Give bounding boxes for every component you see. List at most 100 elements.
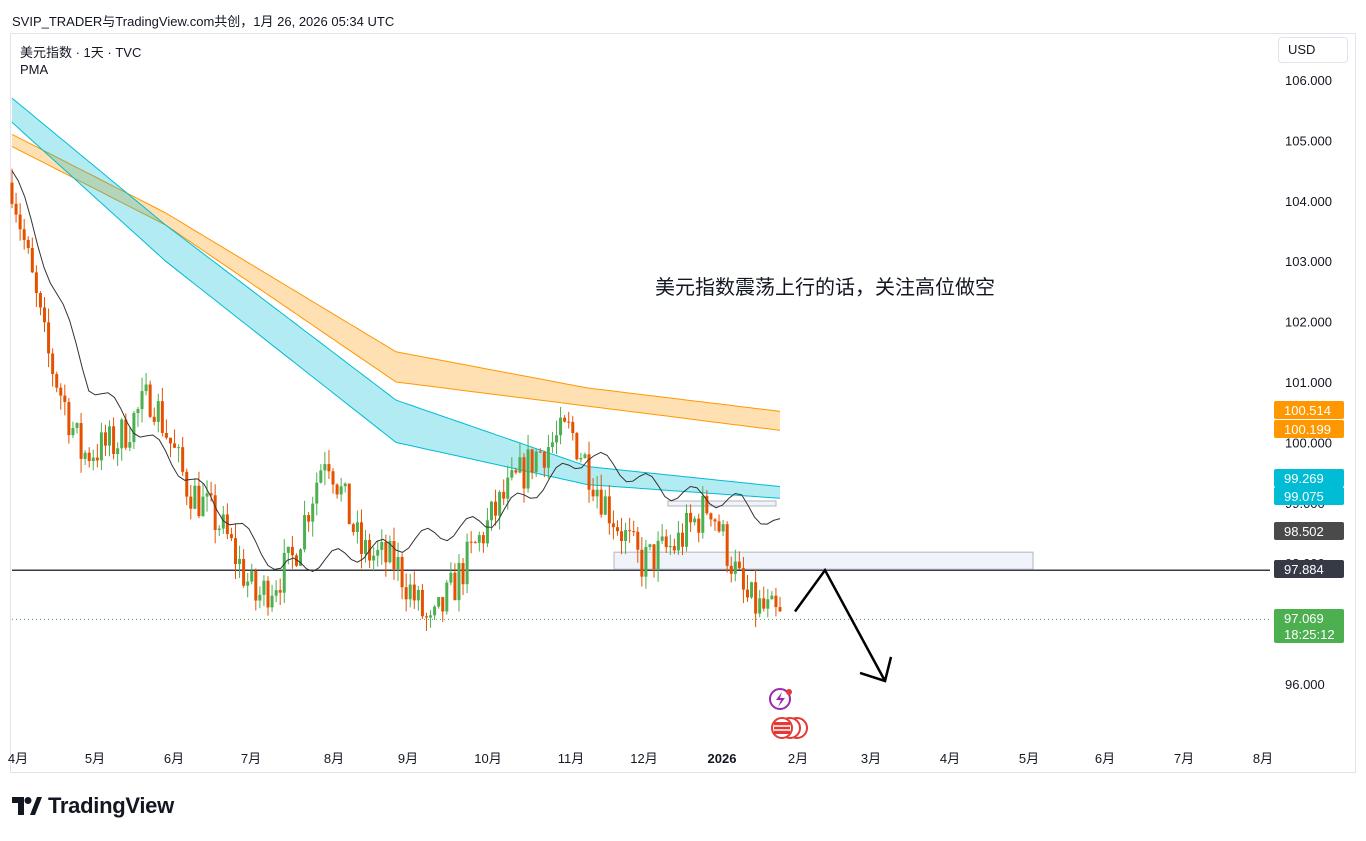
candle-body xyxy=(485,520,489,544)
candle-body xyxy=(778,607,782,612)
candle-body xyxy=(388,541,392,563)
chart-annotation: 美元指数震荡上行的话，关注高位做空 xyxy=(655,277,995,299)
candle xyxy=(156,393,160,433)
candle-body xyxy=(636,531,640,550)
candle xyxy=(538,448,542,453)
candle-body xyxy=(299,549,303,566)
candle xyxy=(632,520,636,537)
candle-body xyxy=(83,452,87,459)
candle-body xyxy=(152,416,156,422)
projection-arrow xyxy=(793,567,887,682)
candle xyxy=(404,573,408,612)
candle xyxy=(709,512,713,527)
y-tick-label: 105.000 xyxy=(1285,133,1332,148)
candle xyxy=(250,563,254,585)
candle-body xyxy=(571,422,575,434)
candle xyxy=(611,510,615,540)
candle-body xyxy=(319,470,323,483)
candle xyxy=(359,509,363,569)
candle-body xyxy=(729,565,733,574)
candle-body xyxy=(603,496,607,515)
candle-body xyxy=(339,486,343,495)
candle-body xyxy=(79,423,83,459)
candle-body xyxy=(652,544,656,569)
x-tick-label: 11月 xyxy=(558,751,585,766)
candle-body xyxy=(392,541,396,570)
candle xyxy=(79,413,83,473)
candle-body xyxy=(254,571,258,601)
cyan_band-upper-line xyxy=(11,97,781,488)
candle-body xyxy=(351,524,355,532)
chart-frame xyxy=(10,33,1356,773)
candle-body xyxy=(290,546,294,556)
candle-body xyxy=(620,531,624,542)
candle xyxy=(396,542,400,582)
candle-body xyxy=(258,594,262,601)
candle xyxy=(319,464,323,484)
candle-body xyxy=(75,423,79,429)
indicator-legend[interactable]: PMA xyxy=(20,62,49,77)
candle-body xyxy=(689,512,693,523)
candle-body xyxy=(71,428,75,436)
symbol-legend[interactable]: 美元指数 · 1天 · TVC xyxy=(20,45,142,60)
candle-body xyxy=(30,248,34,273)
candle xyxy=(380,529,384,565)
candle-body xyxy=(14,203,18,215)
candle-body xyxy=(225,514,229,535)
candle-body xyxy=(355,522,359,532)
candle xyxy=(481,531,485,553)
candle-body xyxy=(615,527,619,532)
candle xyxy=(258,586,262,609)
candle-body xyxy=(758,598,762,614)
candle xyxy=(433,604,437,620)
candle-body xyxy=(745,589,749,598)
candle xyxy=(290,535,294,569)
currency-button[interactable]: USD xyxy=(1278,37,1348,63)
x-tick-label: 5月 xyxy=(85,751,105,766)
candle xyxy=(229,527,233,542)
candle xyxy=(152,407,156,426)
candle xyxy=(489,500,493,531)
candle xyxy=(181,436,185,476)
candle xyxy=(14,192,18,223)
candle xyxy=(38,291,42,316)
candle-body xyxy=(59,387,63,396)
candle-body xyxy=(599,489,603,515)
candle-body xyxy=(453,572,457,601)
candle xyxy=(624,522,628,555)
candle-body xyxy=(750,582,754,598)
price-label: 97.069 xyxy=(1284,611,1324,626)
y-tick-label: 101.000 xyxy=(1285,375,1332,390)
x-tick-label: 6月 xyxy=(1095,751,1115,766)
y-tick-label: 106.000 xyxy=(1285,73,1332,88)
candle-body xyxy=(416,589,420,601)
candle xyxy=(583,452,587,459)
candle-body xyxy=(38,293,42,308)
candles-group xyxy=(10,168,782,632)
candle-body xyxy=(181,447,185,472)
candle xyxy=(148,380,152,418)
candle xyxy=(494,489,498,526)
orange_band-lower-line xyxy=(11,145,781,431)
candle-body xyxy=(579,457,583,460)
candle-body xyxy=(120,419,124,449)
candle-body xyxy=(246,581,250,586)
candle-body xyxy=(668,546,672,548)
candle xyxy=(83,450,87,466)
candle xyxy=(339,477,343,502)
candle-body xyxy=(193,485,197,509)
candle xyxy=(766,588,770,618)
x-tick-label: 9月 xyxy=(398,751,418,766)
candle-body xyxy=(43,307,47,323)
candle xyxy=(441,596,445,622)
candle xyxy=(128,427,132,452)
candle xyxy=(43,297,47,332)
countdown-label: 18:25:12 xyxy=(1284,627,1335,642)
candle xyxy=(689,504,693,532)
candle xyxy=(193,478,197,510)
candle-body xyxy=(648,544,652,547)
candle-body xyxy=(185,471,189,497)
candle-body xyxy=(136,409,140,414)
candle-body xyxy=(315,482,319,504)
